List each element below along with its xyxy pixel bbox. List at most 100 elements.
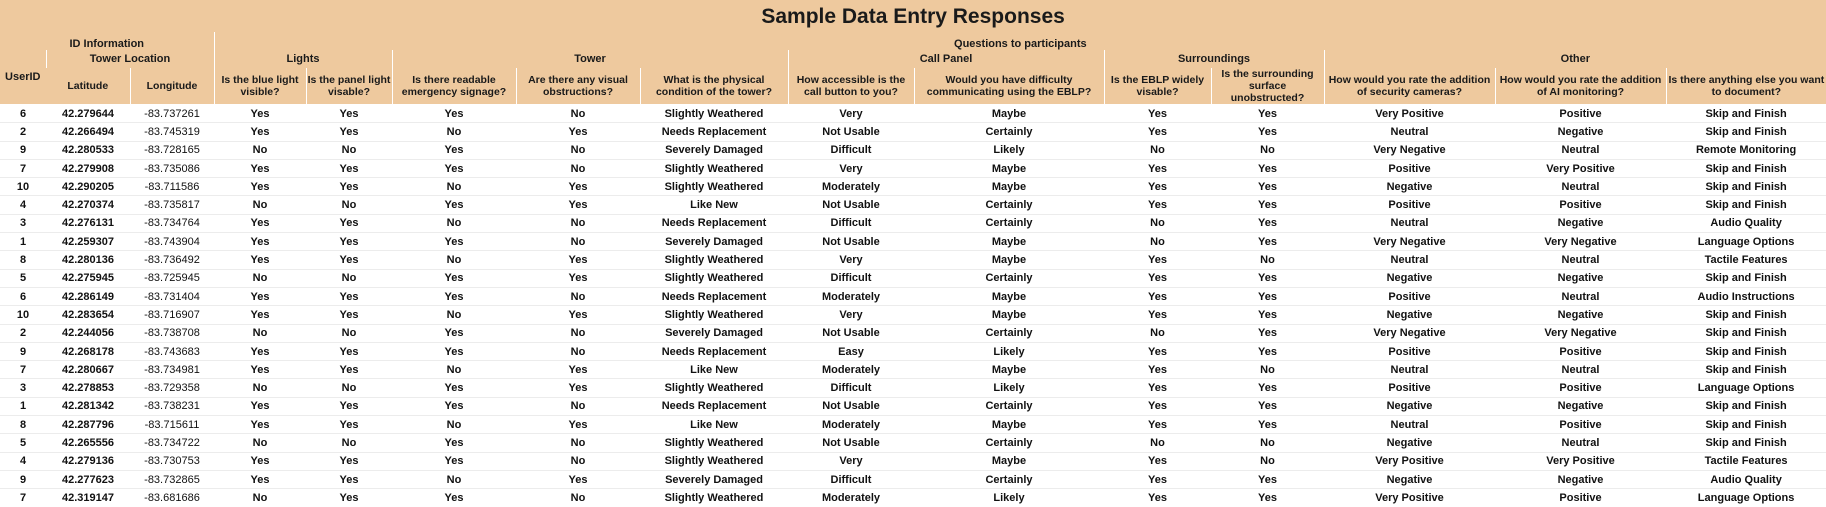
table-cell: Slightly Weathered	[640, 451, 788, 471]
table-cell: Yes	[1104, 469, 1211, 489]
table-cell: 6	[0, 286, 46, 306]
table-cell: No	[392, 360, 516, 379]
table-cell: Positive	[1495, 341, 1666, 361]
table-cell: Negative	[1324, 433, 1495, 453]
table-cell: -83.711586	[130, 177, 214, 196]
table-cell: Yes	[306, 415, 392, 434]
table-cell: Neutral	[1495, 177, 1666, 196]
table-cell: Certainly	[914, 268, 1104, 288]
table-cell: 10	[0, 177, 46, 196]
table-cell: Like New	[640, 360, 788, 379]
header-question: How would you rate the addition of secur…	[1323, 68, 1495, 105]
table-cell: No	[516, 232, 640, 251]
table-cell: Skip and Finish	[1666, 360, 1826, 379]
table-row: 9 42.280533 -83.728165 No No Yes No Severely Da…	[0, 140, 1826, 160]
table-cell: 42.279908	[46, 158, 130, 178]
table-cell: No	[392, 177, 516, 196]
table-cell: Yes	[392, 378, 516, 398]
table-cell: No	[1211, 433, 1324, 453]
table-cell: Skip and Finish	[1666, 323, 1826, 343]
table-cell: 42.259307	[46, 232, 130, 251]
table-cell: Yes	[1104, 122, 1211, 142]
table-cell: Language Options	[1666, 232, 1826, 251]
page-title: Sample Data Entry Responses	[0, 0, 1826, 32]
table-cell: Positive	[1495, 103, 1666, 123]
table-cell: Slightly Weathered	[640, 250, 788, 270]
table-cell: Certainly	[914, 213, 1104, 233]
table-cell: Slightly Weathered	[640, 177, 788, 196]
table-cell: Skip and Finish	[1666, 415, 1826, 434]
table-cell: 7	[0, 488, 46, 507]
table-cell: Yes	[306, 250, 392, 270]
table-cell: Yes	[516, 122, 640, 142]
table-cell: No	[392, 469, 516, 489]
table-cell: No	[306, 195, 392, 215]
table-cell: Yes	[516, 378, 640, 398]
table-cell: 42.268178	[46, 341, 130, 361]
table-cell: Very Positive	[1324, 103, 1495, 123]
table-cell: Skip and Finish	[1666, 433, 1826, 453]
table-cell: -83.743904	[130, 232, 214, 251]
table-cell: Yes	[214, 305, 306, 325]
table-cell: Language Options	[1666, 378, 1826, 398]
table-cell: Negative	[1324, 469, 1495, 489]
table-cell: No	[1104, 140, 1211, 160]
table-cell: Skip and Finish	[1666, 396, 1826, 416]
table-cell: Maybe	[914, 177, 1104, 196]
table-cell: No	[1104, 213, 1211, 233]
table-cell: Neutral	[1324, 250, 1495, 270]
table-cell: No	[306, 433, 392, 453]
table-cell: Yes	[1104, 250, 1211, 270]
table-cell: Yes	[392, 433, 516, 453]
table-cell: Audio Quality	[1666, 213, 1826, 233]
table-cell: 42.286149	[46, 286, 130, 306]
table-cell: 42.279136	[46, 451, 130, 471]
table-cell: Slightly Weathered	[640, 488, 788, 507]
table-cell: No	[516, 140, 640, 160]
table-cell: Yes	[1211, 415, 1324, 434]
table-row: 8 42.287796 -83.715611 Yes Yes No Yes Like New M…	[0, 415, 1826, 434]
table-row: 10 42.283654 -83.716907 Yes Yes No Yes Slightly…	[0, 305, 1826, 325]
table-body: 6 42.279644 -83.737261 Yes Yes Yes No Slightly …	[0, 103, 1826, 507]
table-cell: No	[1211, 140, 1324, 160]
table-cell: Yes	[392, 488, 516, 507]
table-cell: 1	[0, 396, 46, 416]
table-cell: Slightly Weathered	[640, 433, 788, 453]
table-cell: No	[1104, 232, 1211, 251]
table-cell: Slightly Weathered	[640, 103, 788, 123]
table-cell: Yes	[306, 158, 392, 178]
table-row: 5 42.265556 -83.734722 No No Yes No Slightly We…	[0, 433, 1826, 453]
table-cell: Negative	[1495, 469, 1666, 489]
table-cell: -83.725945	[130, 268, 214, 288]
table-cell: Severely Damaged	[640, 232, 788, 251]
header-group-lights: Lights	[213, 50, 392, 68]
table-cell: Needs Replacement	[640, 286, 788, 306]
table-cell: Likely	[914, 378, 1104, 398]
table-cell: Neutral	[1495, 286, 1666, 306]
table-cell: No	[214, 378, 306, 398]
header-question: Is the panel light visable?	[305, 68, 392, 105]
table-cell: Yes	[214, 286, 306, 306]
table-cell: Negative	[1324, 268, 1495, 288]
table-cell: Maybe	[914, 103, 1104, 123]
table-cell: No	[516, 103, 640, 123]
table-cell: Yes	[306, 213, 392, 233]
table-cell: Yes	[1104, 158, 1211, 178]
table-cell: Yes	[392, 158, 516, 178]
table-cell: Very	[788, 451, 914, 471]
table-cell: Yes	[1211, 286, 1324, 306]
table-cell: -83.735817	[130, 195, 214, 215]
table-cell: Tactile Features	[1666, 250, 1826, 270]
table-cell: Neutral	[1324, 415, 1495, 434]
table-cell: -83.732865	[130, 469, 214, 489]
table-row: 4 42.279136 -83.730753 Yes Yes Yes No Slightly …	[0, 451, 1826, 471]
table-cell: Yes	[214, 341, 306, 361]
table-cell: No	[392, 122, 516, 142]
table-cell: Needs Replacement	[640, 213, 788, 233]
table-cell: -83.737261	[130, 103, 214, 123]
table-cell: -83.738231	[130, 396, 214, 416]
header-longitude: Longitude	[129, 68, 214, 105]
table-cell: Yes	[1104, 396, 1211, 416]
header-id-information: ID Information	[0, 32, 214, 50]
table-cell: Neutral	[1324, 360, 1495, 379]
